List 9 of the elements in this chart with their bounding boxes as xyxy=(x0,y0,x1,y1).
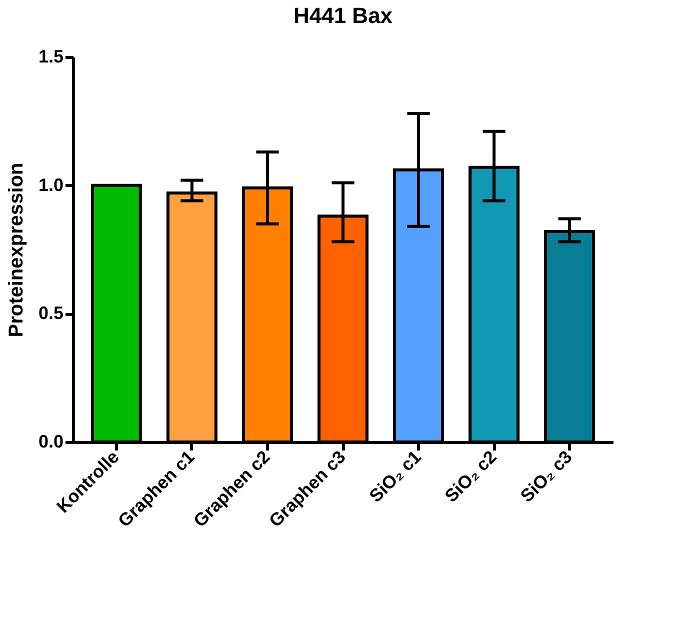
chart-title: H441 Bax xyxy=(293,3,394,28)
y-tick-label: 1.0 xyxy=(38,174,64,195)
y-tick-label: 0.0 xyxy=(38,432,64,452)
x-tick-label: SiO₂ c1 xyxy=(365,446,425,506)
y-tick-label: 0.5 xyxy=(38,303,64,324)
x-tick-label: SiO₂ c3 xyxy=(516,446,576,506)
y-axis-title: Proteinexpression xyxy=(5,162,28,338)
x-tick-label: SiO₂ c2 xyxy=(440,446,500,506)
y-tick-label: 1.5 xyxy=(38,46,64,66)
